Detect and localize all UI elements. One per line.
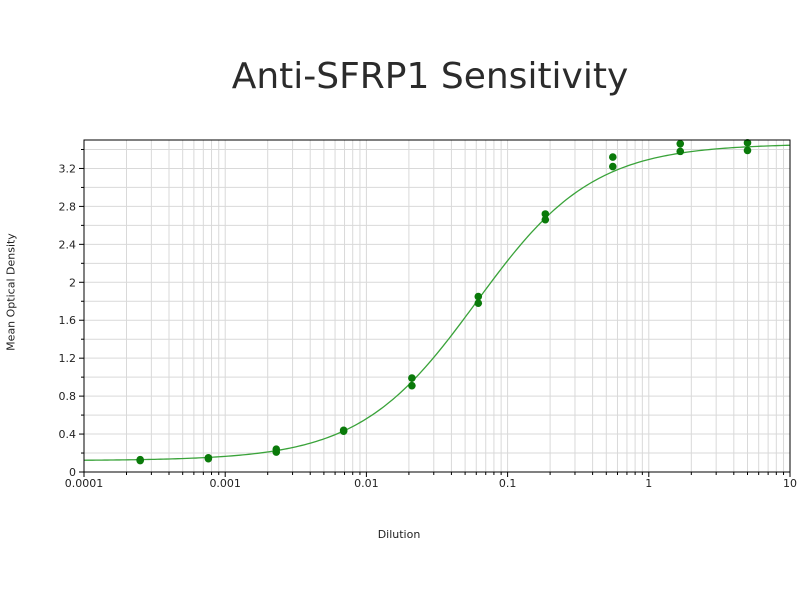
y-tick-label: 1.2 [59, 352, 77, 365]
data-point [676, 147, 685, 156]
data-points [136, 139, 752, 465]
data-point [408, 381, 416, 390]
data-point [541, 215, 550, 224]
data-point [474, 292, 483, 301]
x-axis-label: Dilution [0, 528, 800, 541]
data-point [474, 299, 483, 307]
y-tick-label: 3.2 [59, 162, 77, 175]
data-point [204, 454, 213, 463]
y-tick-label: 2.4 [59, 238, 77, 251]
chart-title: Anti-SFRP1 Sensitivity [231, 56, 629, 97]
data-point [339, 427, 348, 436]
data-point [743, 146, 752, 155]
x-tick-label: 1 [645, 477, 652, 490]
x-axis-ticks: 0.0001 0.001 0.01 0.1 1 10 [65, 472, 797, 490]
data-point [272, 448, 281, 456]
y-tick-label: 0.4 [59, 428, 77, 441]
x-tick-label: 10 [783, 477, 797, 490]
y-tick-label: 1.6 [59, 314, 77, 327]
grid-lines [83, 140, 790, 472]
y-tick-label: 0.8 [59, 390, 77, 403]
data-point [408, 374, 416, 382]
y-axis-ticks: 0 0.4 0.8 1.2 1.6 2 2.4 2.8 3.2 [59, 148, 84, 479]
y-tick-label: 2 [69, 276, 76, 289]
data-point [676, 139, 685, 148]
plot-frame [83, 139, 791, 473]
data-point [136, 456, 144, 465]
data-point [541, 210, 550, 218]
x-tick-label: 0.001 [209, 477, 241, 490]
x-tick-label: 0.1 [499, 477, 517, 490]
data-point [609, 153, 617, 161]
y-tick-label: 2.8 [59, 200, 77, 213]
data-point [743, 139, 752, 147]
x-tick-label: 0.01 [354, 477, 379, 490]
fit-curve-group [83, 144, 791, 461]
x-tick-label: 0.0001 [65, 477, 104, 490]
y-tick-label: 0 [69, 466, 76, 479]
fit-curve [83, 144, 791, 461]
data-point [609, 162, 617, 171]
x-axis-label-text: Dilution [377, 528, 421, 541]
